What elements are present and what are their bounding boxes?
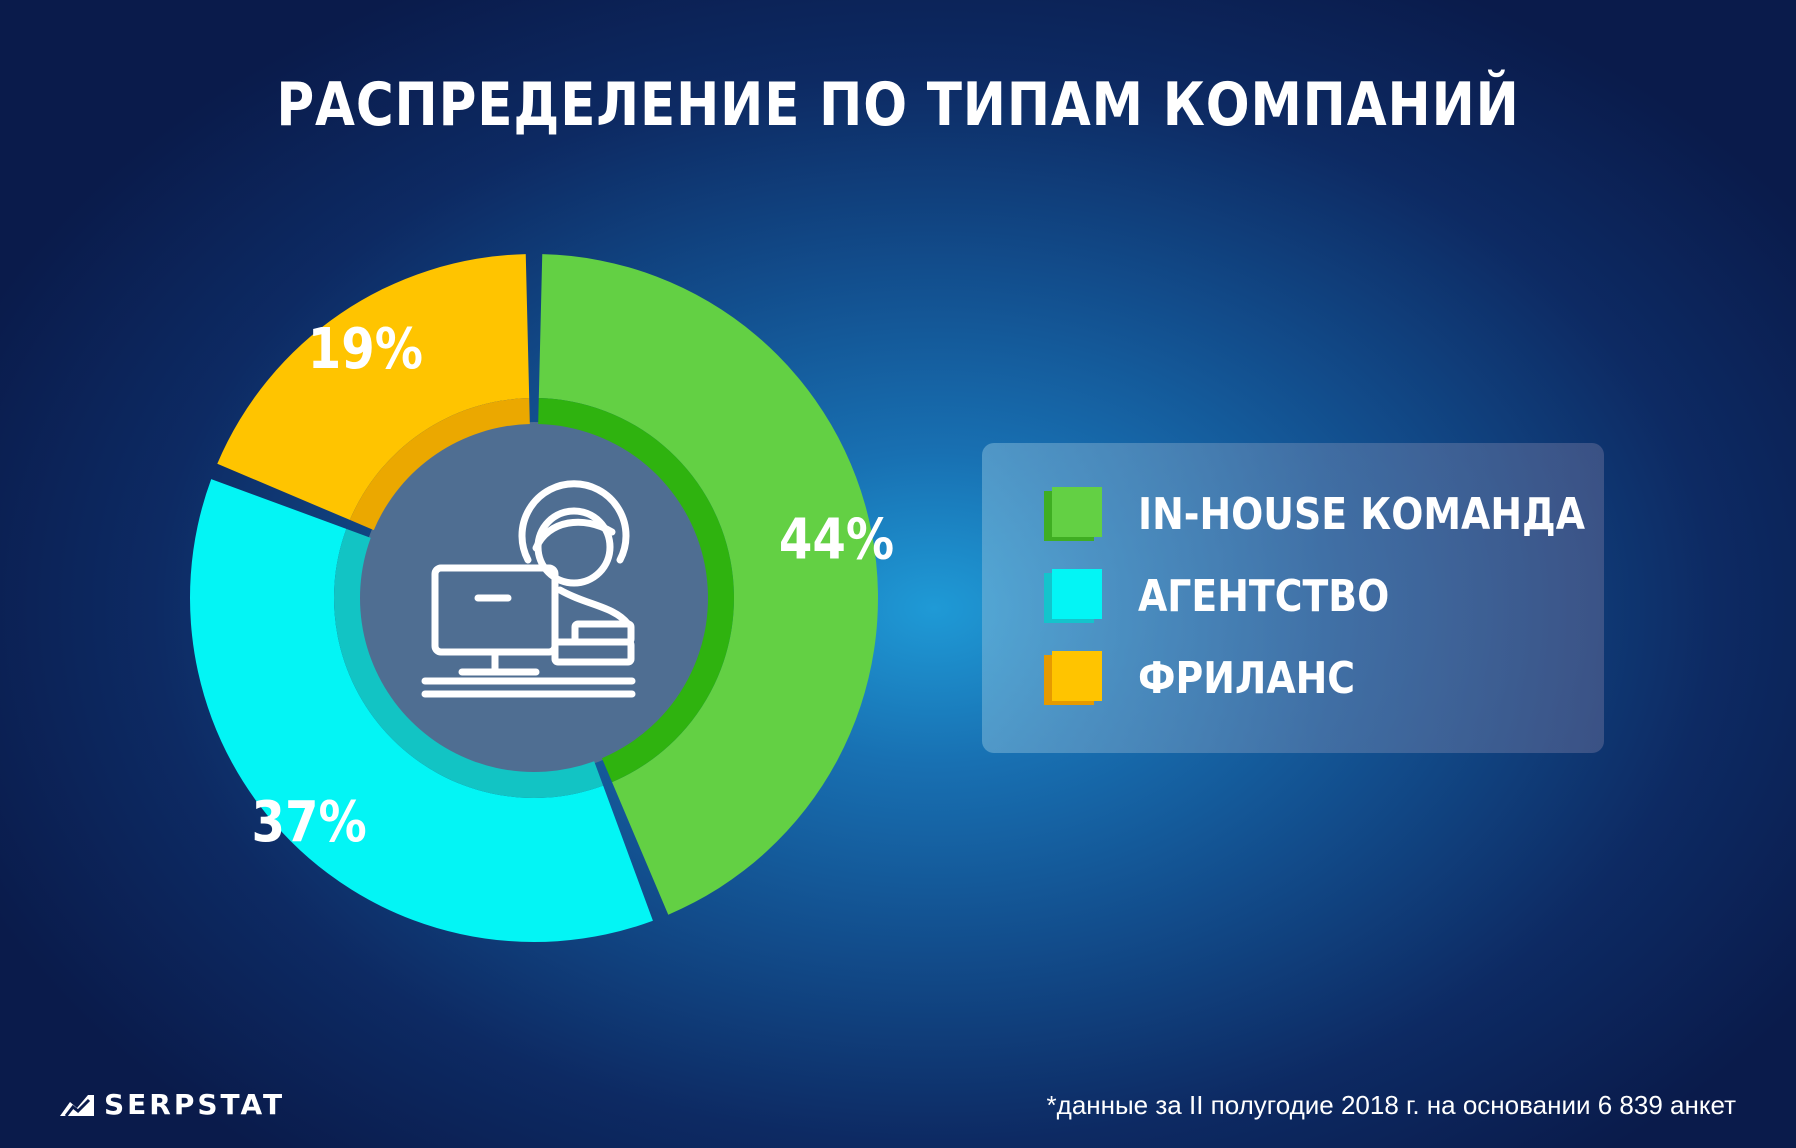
person-at-computer-icon [421, 480, 636, 698]
donut-slice [217, 254, 530, 520]
serpstat-logo: SERPSTAT [58, 1088, 285, 1121]
legend-swatch [1044, 569, 1102, 623]
legend-label: IN-HOUSE КОМАНДА [1138, 488, 1585, 540]
legend-item-freelance: ФРИЛАНС [1044, 651, 1390, 705]
donut-slice [190, 479, 653, 942]
legend-item-in-house: IN-HOUSE КОМАНДА [1044, 487, 1658, 541]
legend-swatch [1044, 487, 1102, 541]
slice-label: 19% [308, 318, 423, 382]
legend-item-agency: АГЕНТСТВО [1044, 569, 1430, 623]
chart-legend: IN-HOUSE КОМАНДА АГЕНТСТВО ФРИЛАНС [982, 443, 1604, 753]
legend-label: ФРИЛАНС [1138, 652, 1356, 704]
donut-slice [538, 254, 878, 915]
chart-slices [190, 254, 878, 942]
slice-label: 44% [779, 508, 894, 572]
donut-slice-inner [349, 398, 530, 531]
legend-label: АГЕНТСТВО [1138, 570, 1390, 622]
page-title: РАСПРЕДЕЛЕНИЕ ПО ТИПАМ КОМПАНИЙ [276, 70, 1520, 140]
slice-label: 37% [252, 791, 367, 855]
donut-slice-inner [333, 528, 604, 798]
chart-labels: 44% 37% 19% [252, 318, 895, 855]
footnote: *данные за II полугодие 2018 г. на основ… [1046, 1090, 1736, 1120]
legend-swatch [1044, 651, 1102, 705]
serpstat-logo-icon [60, 1094, 94, 1117]
logo-text: SERPSTAT [104, 1088, 286, 1121]
donut-slice-inner [538, 398, 734, 783]
